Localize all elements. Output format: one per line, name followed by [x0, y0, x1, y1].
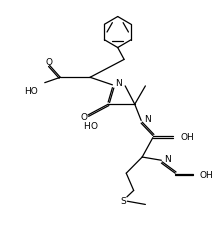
Text: S: S — [120, 196, 126, 205]
Text: N: N — [164, 154, 171, 163]
Text: H: H — [84, 122, 90, 131]
Text: O: O — [90, 122, 97, 131]
Text: O: O — [45, 57, 52, 66]
Text: OH: OH — [181, 133, 194, 141]
Text: OH: OH — [200, 170, 213, 179]
Text: N: N — [144, 114, 151, 123]
Text: O: O — [81, 112, 88, 121]
Text: HO: HO — [24, 86, 38, 95]
Text: N: N — [115, 79, 122, 88]
